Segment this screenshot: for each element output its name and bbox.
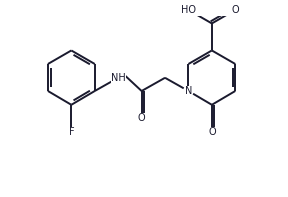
Text: NH: NH bbox=[111, 73, 126, 83]
Text: O: O bbox=[232, 5, 239, 15]
Text: O: O bbox=[208, 127, 216, 137]
Text: HO: HO bbox=[181, 5, 196, 15]
Text: N: N bbox=[185, 86, 192, 96]
Text: O: O bbox=[138, 113, 145, 123]
Text: F: F bbox=[69, 127, 74, 137]
